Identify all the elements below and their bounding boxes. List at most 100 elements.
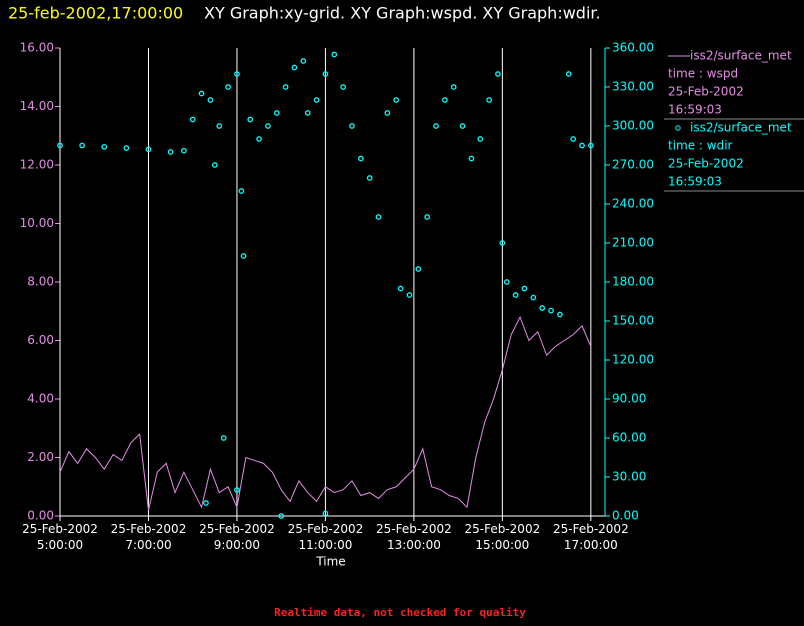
y2-tick-label: 240.00: [612, 197, 654, 211]
wdir-point: [291, 64, 298, 71]
y-tick-label: 10.00: [20, 216, 54, 230]
wdir-point: [357, 155, 364, 162]
y-tick-label: 12.00: [20, 158, 54, 172]
wspd-line: [59, 315, 592, 511]
y2-tick-label: 180.00: [612, 275, 654, 289]
wdir-point: [79, 142, 85, 149]
x-tick-label: 25-Feb-2002 5:00:00: [22, 522, 98, 552]
y2-tick-label: 270.00: [612, 158, 654, 172]
legend-detail: 25-Feb-2002: [668, 85, 744, 99]
y-tick-label: 2.00: [27, 450, 54, 464]
y-tick-label: 4.00: [27, 392, 54, 406]
wdir-point: [349, 123, 355, 129]
wdir-point: [247, 116, 254, 123]
wdir-point: [123, 145, 130, 151]
y2-tick-label: 330.00: [612, 80, 654, 94]
wdir-point: [145, 146, 152, 153]
y-tick-label: 14.00: [20, 99, 54, 113]
x-tick-label: 25-Feb-2002 13:00:00: [376, 522, 452, 552]
wdir-point: [189, 116, 196, 123]
x-tick-label: 25-Feb-2002 17:00:00: [552, 522, 629, 552]
legend-detail: time : wdir: [668, 139, 733, 153]
y2-tick-label: 150.00: [612, 314, 654, 328]
wdir-point: [234, 487, 240, 493]
wdir-point: [503, 279, 510, 285]
wdir-point: [587, 142, 594, 149]
wdir-point: [442, 97, 448, 103]
legend-entry: iss2/surface_met: [690, 121, 792, 135]
wdir-point: [424, 214, 431, 220]
wdir-point: [331, 51, 338, 58]
wdir-point: [468, 155, 475, 162]
wdir-point: [477, 136, 484, 142]
x-axis-label: Time: [315, 555, 345, 569]
wdir-point: [322, 71, 329, 77]
wdir-point: [521, 285, 528, 292]
y-tick-label: 8.00: [27, 275, 54, 289]
wdir-point: [579, 142, 585, 149]
wdir-point: [415, 266, 422, 272]
wdir-point: [539, 305, 546, 311]
legend-marker: [675, 125, 681, 131]
wdir-point: [512, 292, 519, 298]
y2-tick-label: 120.00: [612, 353, 654, 367]
wdir-point: [238, 188, 245, 194]
wdir-point: [256, 136, 262, 142]
wdir-point: [313, 97, 320, 103]
wdir-point: [304, 110, 311, 116]
wdir-point: [565, 71, 572, 77]
wdir-point: [384, 110, 391, 116]
legend-detail: 16:59:03: [668, 175, 722, 189]
wdir-point: [203, 500, 209, 506]
wdir-point: [101, 143, 108, 150]
y-tick-label: 0.00: [27, 509, 54, 523]
x-tick-label: 25-Feb-2002 15:00:00: [464, 522, 541, 552]
wdir-point: [273, 110, 280, 116]
wdir-point: [240, 253, 247, 259]
wdir-point: [393, 97, 400, 103]
y2-tick-label: 30.00: [612, 470, 646, 484]
wdir-point: [495, 71, 501, 77]
wdir-point: [322, 510, 329, 517]
wdir-point: [375, 214, 382, 220]
legend-detail: 16:59:03: [668, 103, 722, 117]
y2-tick-label: 360.00: [612, 41, 654, 55]
y-tick-label: 16.00: [20, 41, 54, 55]
wdir-point: [198, 90, 205, 97]
y2-tick-label: 210.00: [612, 236, 654, 250]
chart-subtitle: XY Graph:xy-grid. XY Graph:wspd. XY Grap…: [204, 4, 601, 23]
wdir-point: [220, 435, 227, 441]
x-tick-label: 25-Feb-2002 9:00:00: [199, 522, 275, 552]
chart-title: 25-feb-2002,17:00:00: [8, 4, 183, 23]
wdir-point: [300, 58, 307, 64]
wdir-point: [340, 84, 346, 90]
y2-tick-label: 300.00: [612, 119, 654, 133]
wdir-point: [548, 307, 554, 314]
wdir-point: [167, 149, 174, 155]
wdir-point: [499, 240, 506, 246]
wdir-point: [211, 162, 218, 168]
wdir-point: [282, 84, 289, 90]
footer-note: Realtime data, not checked for quality: [274, 606, 526, 619]
y-tick-label: 6.00: [27, 333, 54, 347]
wdir-point: [234, 71, 240, 77]
wdir-point: [225, 84, 231, 90]
y2-tick-label: 90.00: [612, 392, 646, 406]
wdir-point: [530, 294, 537, 301]
wdir-point: [181, 147, 187, 154]
wdir-point: [265, 123, 271, 129]
wdir-point: [486, 97, 492, 103]
y2-tick-label: 60.00: [612, 431, 646, 445]
wdir-point: [278, 513, 285, 519]
x-tick-label: 25-Feb-2002 11:00:00: [287, 522, 364, 552]
legend-detail: 25-Feb-2002: [668, 157, 744, 171]
wdir-point: [433, 123, 439, 129]
wdir-point: [557, 311, 563, 318]
wdir-point: [57, 142, 63, 149]
legend-entry: iss2/surface_met: [690, 49, 792, 63]
y2-tick-label: 0.00: [612, 509, 639, 523]
wdir-point: [406, 292, 413, 298]
x-tick-label: 25-Feb-2002 7:00:00: [110, 522, 187, 552]
